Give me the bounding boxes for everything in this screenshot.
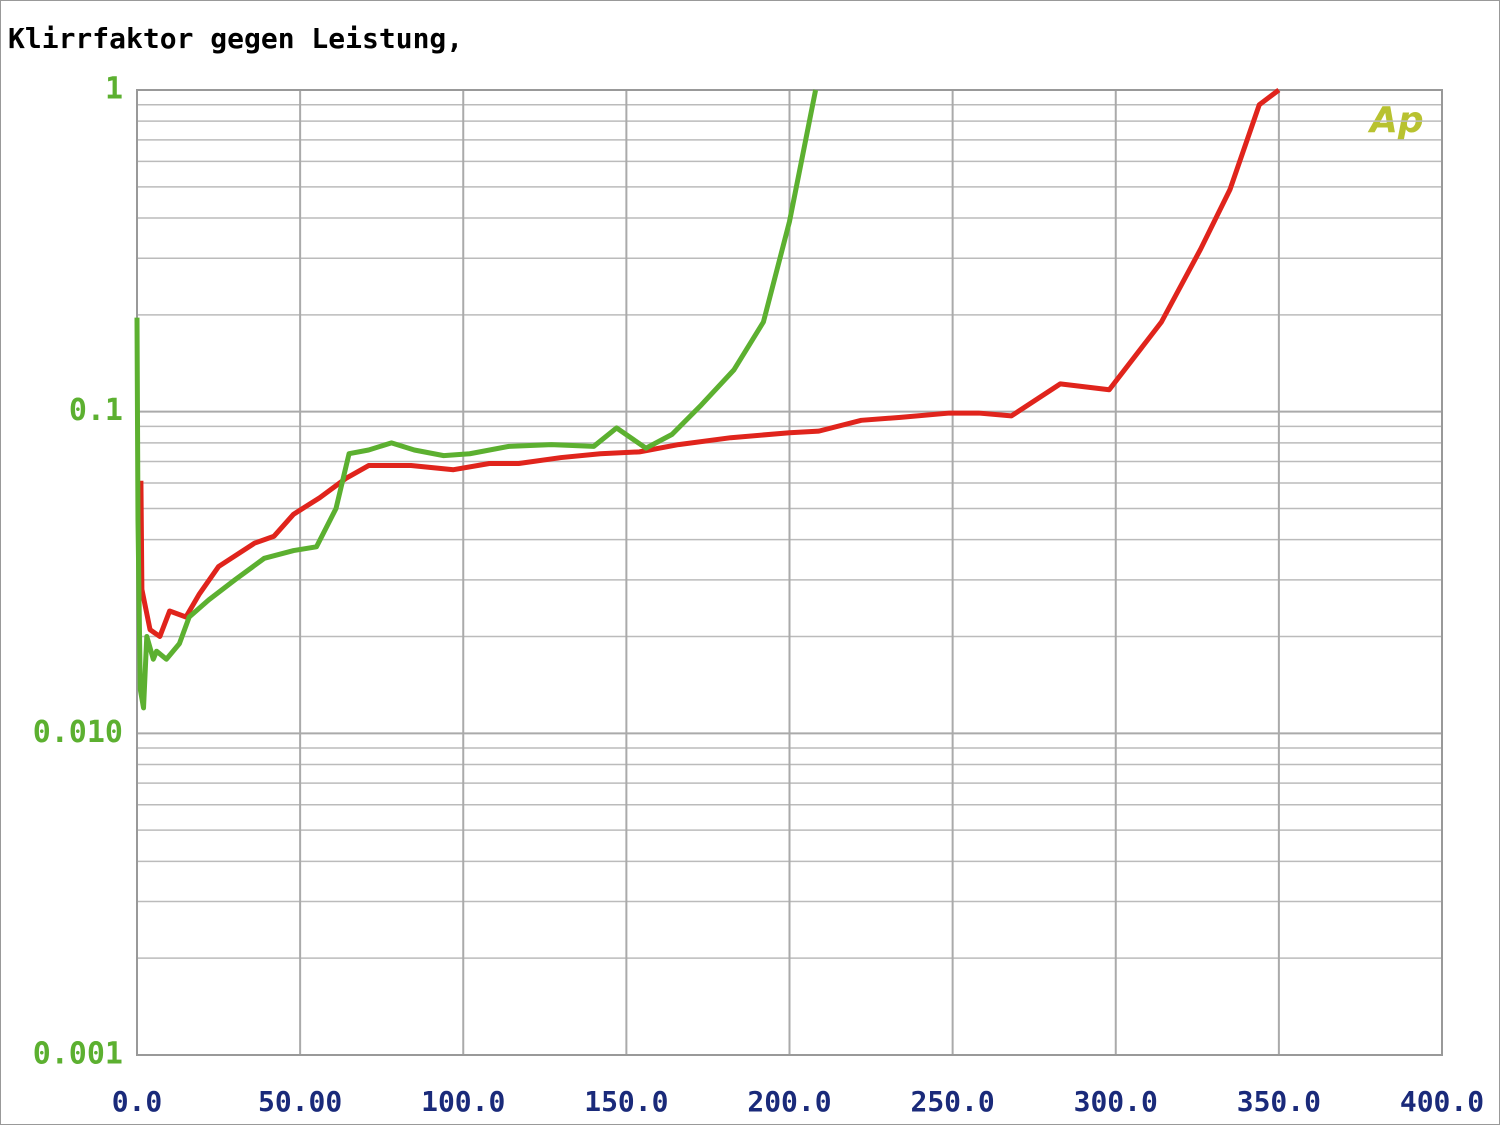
y-tick-label: 0.001 bbox=[33, 1037, 123, 1072]
x-tick-label: 50.00 bbox=[258, 1085, 342, 1118]
x-tick-label: 350.0 bbox=[1237, 1085, 1321, 1118]
y-tick-label: 0.010 bbox=[33, 715, 123, 750]
series-line bbox=[134, 89, 819, 711]
x-tick-label: 100.0 bbox=[421, 1085, 505, 1118]
x-tick-label: 300.0 bbox=[1074, 1085, 1158, 1118]
x-tick-label: 400.0 bbox=[1400, 1085, 1484, 1118]
x-tick-label: 150.0 bbox=[584, 1085, 668, 1118]
y-tick-label: 0.1 bbox=[69, 393, 123, 428]
chart-title: Klirrfaktor gegen Leistung, bbox=[8, 22, 463, 55]
y-tick-label: 1 bbox=[105, 72, 123, 107]
x-tick-label: 200.0 bbox=[747, 1085, 831, 1118]
x-tick-label: 250.0 bbox=[910, 1085, 994, 1118]
series-line bbox=[138, 88, 1281, 640]
x-tick-label: 0.0 bbox=[112, 1085, 163, 1118]
